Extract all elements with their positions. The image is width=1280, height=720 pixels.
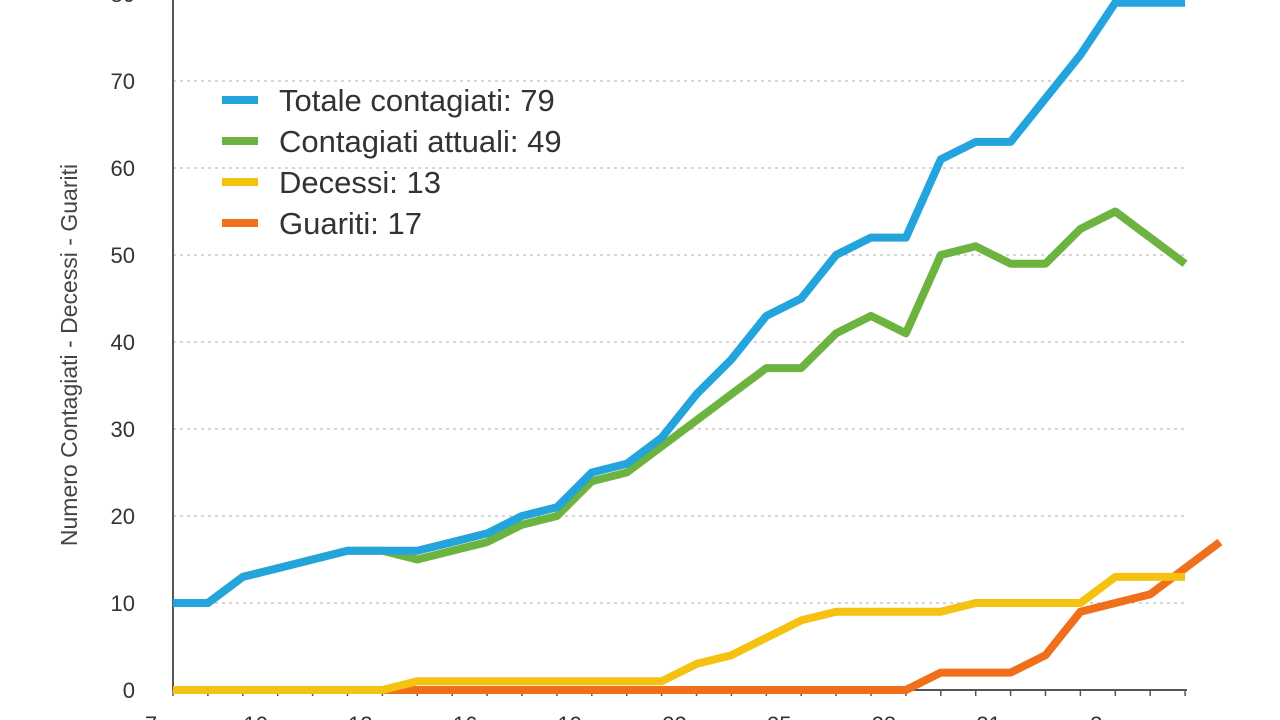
y-tick-label: 70 <box>111 69 135 94</box>
x-axis-ticks: 7 mar 10 mar 13 mar 16 mar 19 mar 22 mar 25 ma… <box>145 690 1186 720</box>
x-tick-label: 13 mar <box>348 712 416 720</box>
legend-label-contagiati-attuali: Contagiati attuali: 49 <box>279 124 562 159</box>
y-tick-label: 40 <box>111 330 135 355</box>
x-tick-label: 25 mar <box>767 712 835 720</box>
x-tick-label: 28 mar <box>872 712 940 720</box>
y-axis-ticks: 0 10 20 30 40 50 60 70 80 <box>111 0 135 703</box>
y-tick-label: 0 <box>123 678 135 703</box>
legend-label-decessi: Decessi: 13 <box>279 165 441 200</box>
x-tick-label: 16 mar <box>453 712 521 720</box>
y-tick-label: 60 <box>111 156 135 181</box>
series-lines <box>173 0 1223 694</box>
series-line-contagiati-attuali <box>173 207 1188 607</box>
series-line-totale-contagiati <box>173 0 1186 607</box>
y-tick-label: 10 <box>111 591 135 616</box>
legend: Totale contagiati: 79 Contagiati attuali:… <box>222 83 562 241</box>
y-tick-label: 50 <box>111 243 135 268</box>
y-tick-label: 20 <box>111 504 135 529</box>
x-tick-label: 3 apr <box>1090 712 1140 720</box>
x-tick-label: 7 mar <box>145 712 201 720</box>
x-tick-label: 22 mar <box>662 712 730 720</box>
y-axis-title: Numero Contagiati - Decessi - Guariti <box>56 164 82 546</box>
y-tick-label: 30 <box>111 417 135 442</box>
x-tick-label: 10 mar <box>243 712 311 720</box>
legend-label-totale-contagiati: Totale contagiati: 79 <box>279 83 555 118</box>
x-tick-label: 31 mar <box>976 712 1044 720</box>
legend-label-guariti: Guariti: 17 <box>279 206 422 241</box>
series-line-decessi <box>173 572 1186 694</box>
y-tick-label: 80 <box>111 0 135 7</box>
x-tick-label: 19 mar <box>558 712 626 720</box>
